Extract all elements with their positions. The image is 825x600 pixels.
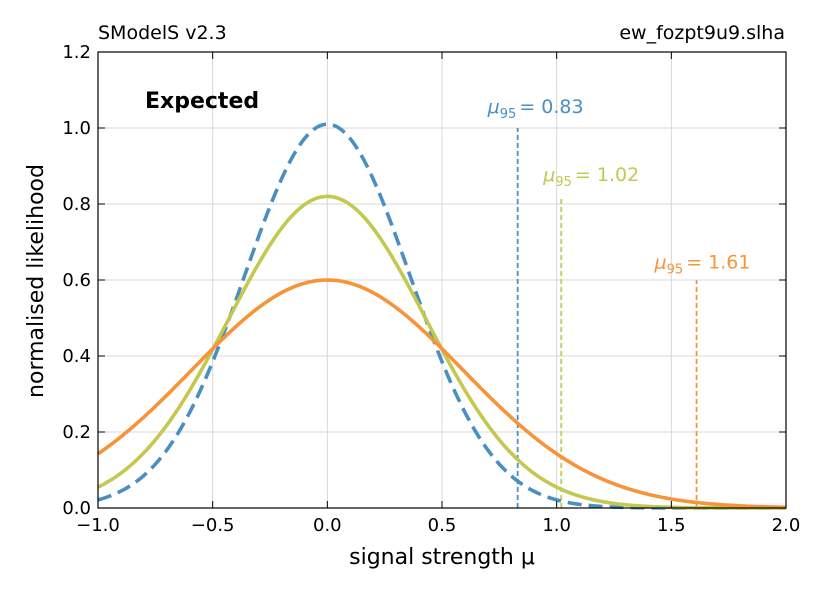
grid	[98, 52, 786, 508]
x-tick-label: 1.0	[542, 515, 571, 536]
x-tick-label: 0.5	[428, 515, 457, 536]
header-left-text: SModelS v2.3	[98, 22, 227, 44]
mu-symbol: μ	[542, 164, 555, 186]
mu95-value: = 1.61	[686, 252, 750, 274]
mu95-value: = 0.83	[519, 96, 583, 118]
mu95-subscript: 95	[667, 263, 684, 278]
mu95-annotation-2: μ95 = 1.61	[654, 252, 751, 278]
x-tick-label: 0.0	[313, 515, 342, 536]
mu95-subscript: 95	[555, 175, 572, 190]
mu-symbol: μ	[654, 252, 667, 274]
y-tick-label: 0.0	[62, 498, 91, 519]
x-tick-label: 2.0	[772, 515, 801, 536]
mu95-annotation-0: μ95 = 0.83	[487, 96, 584, 122]
y-tick-label: 0.6	[62, 270, 91, 291]
mu95-value: = 1.02	[575, 164, 639, 186]
mu95-subscript: 95	[500, 107, 517, 122]
y-tick-label: 1.0	[62, 118, 91, 139]
expected-label: Expected	[145, 89, 259, 114]
ticks	[97, 51, 787, 509]
x-tick-label: −0.5	[191, 515, 235, 536]
y-tick-label: 0.8	[62, 194, 91, 215]
likelihood-curve-0	[97, 122, 786, 510]
x-tick-label: −1.0	[76, 515, 120, 536]
labels: −1.0 −0.5 0.0 0.5 1.0 1.5 2.0 0.0 0.2 0.4 0.6 0.8 1.…	[62, 42, 800, 536]
y-tick-label: 1.2	[62, 42, 91, 63]
mu-symbol: μ	[487, 96, 500, 118]
y-tick-label: 0.4	[62, 346, 91, 367]
x-tick-label: 1.5	[657, 515, 686, 536]
y-axis-label: normalised likelihood	[24, 164, 49, 398]
mu95-annotation-1: μ95 = 1.02	[542, 164, 639, 190]
y-tick-label: 0.2	[62, 422, 91, 443]
x-axis-label: signal strength μ	[349, 545, 535, 570]
likelihood-curve-2	[96, 278, 787, 510]
header-right-text: ew_fozpt9u9.slha	[619, 22, 785, 44]
